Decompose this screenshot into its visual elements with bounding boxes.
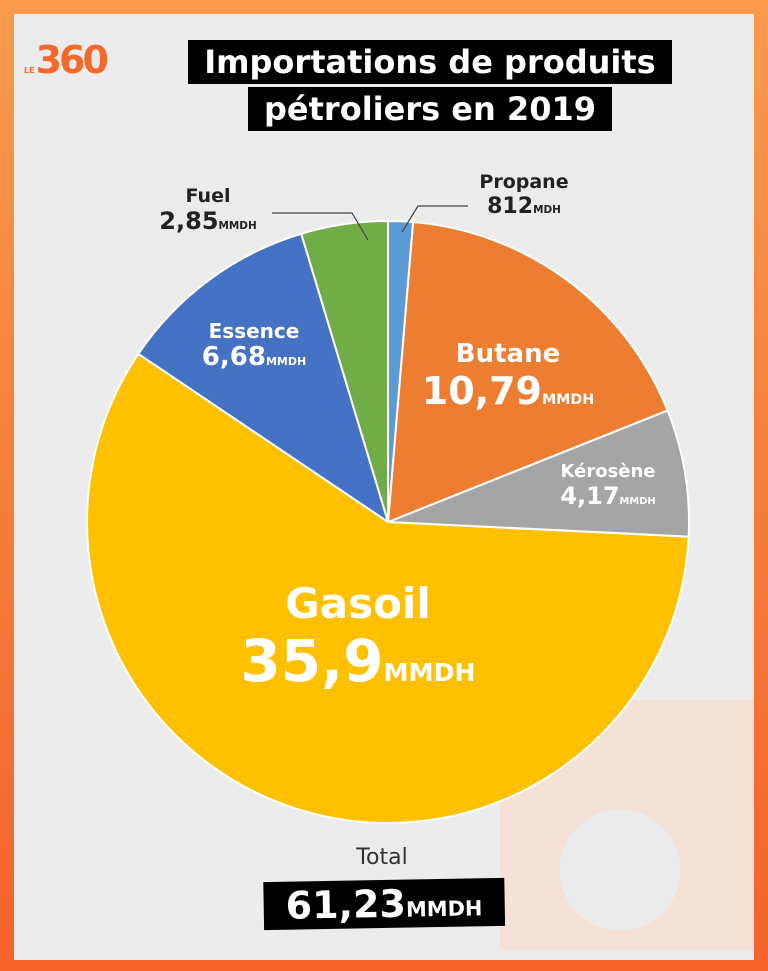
- pie-slice-kerosene: [387, 409, 690, 538]
- label-essence: Essence 6,68MMDH: [201, 319, 307, 372]
- fuel-leader-line: [272, 212, 369, 241]
- title-line-1: Importations de produits: [188, 40, 672, 84]
- chart-title: Importations de produits pétroliers en 2…: [170, 40, 690, 134]
- le360-logo: LE 360: [24, 38, 109, 82]
- label-butane: Butane 10,79MMDH: [421, 339, 595, 413]
- label-gasoil: Gasoil 35,9MMDH: [240, 579, 476, 696]
- total-value: 61,23MMDH: [263, 877, 505, 931]
- label-propane: Propane 812MDH: [479, 171, 569, 219]
- pie-slice-essence: [136, 232, 390, 525]
- label-kerosene: Kérosène 4,17MMDH: [560, 461, 656, 510]
- title-line-2: pétroliers en 2019: [248, 87, 612, 131]
- total-label: Total: [356, 845, 408, 870]
- propane-leader-line: [401, 205, 468, 233]
- pie-slice-propane: [387, 219, 415, 523]
- pie-slice-butane: [386, 220, 669, 524]
- label-fuel: Fuel 2,85MMDH: [159, 185, 257, 235]
- pie-slice-gasoil: [86, 352, 690, 824]
